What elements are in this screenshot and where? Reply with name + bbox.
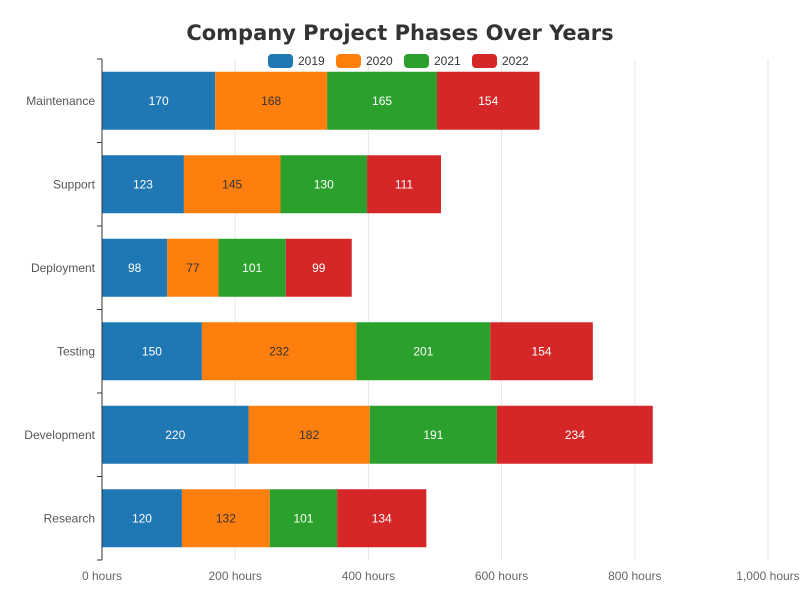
bar-segment xyxy=(356,322,491,381)
category-label: Deployment xyxy=(31,261,96,275)
bar-value-label: 130 xyxy=(314,177,334,191)
bar-segment xyxy=(102,238,168,297)
legend-label[interactable]: 2022 xyxy=(502,54,529,68)
legend-swatch[interactable] xyxy=(336,54,361,68)
bar-segment xyxy=(337,489,427,548)
legend-swatch[interactable] xyxy=(404,54,429,68)
bar-value-label: 201 xyxy=(413,344,433,358)
category-label: Maintenance xyxy=(26,94,95,108)
bar-value-label: 99 xyxy=(312,261,326,275)
bar-segment xyxy=(285,238,352,297)
bar-segment xyxy=(218,238,286,297)
bar-value-label: 170 xyxy=(149,94,169,108)
bar-value-label: 101 xyxy=(293,511,313,525)
legend-label[interactable]: 2021 xyxy=(434,54,461,68)
legend-swatch[interactable] xyxy=(472,54,497,68)
bar-value-label: 77 xyxy=(186,261,200,275)
bar-segment xyxy=(490,322,593,381)
axes: Research Development Testing Deployment Supp… xyxy=(24,58,800,583)
bars: 120 132 101 134 220 182 191 234 150 232 201 154 98 77… xyxy=(102,71,653,548)
bar-segment xyxy=(496,405,653,464)
bar-segment xyxy=(102,322,202,381)
bar-segment xyxy=(436,71,540,130)
bar-segment xyxy=(201,322,357,381)
bar-segment xyxy=(102,405,249,464)
bar-value-label: 150 xyxy=(142,344,162,358)
legend-label[interactable]: 2019 xyxy=(298,54,325,68)
bar-segment xyxy=(102,71,216,130)
bar-value-label: 111 xyxy=(395,177,414,191)
bar-value-label: 98 xyxy=(128,261,142,275)
bar-segment xyxy=(102,489,182,548)
x-tick-label: 1,000 hours xyxy=(736,569,799,583)
x-tick-label: 200 hours xyxy=(209,569,262,583)
x-tick-label: 400 hours xyxy=(342,569,395,583)
category-label: Testing xyxy=(57,344,95,358)
x-tick-label: 600 hours xyxy=(475,569,528,583)
bar-value-label: 154 xyxy=(478,94,498,108)
bar-segment xyxy=(215,71,328,130)
bar-segment xyxy=(269,489,338,548)
category-label: Development xyxy=(24,428,95,442)
bar-value-label: 232 xyxy=(269,344,289,358)
bar-value-label: 191 xyxy=(423,428,443,442)
bar-value-label: 182 xyxy=(299,428,319,442)
category-label: Support xyxy=(53,177,96,191)
chart-title: Company Project Phases Over Years xyxy=(186,21,613,45)
legend: 2019 2020 2021 2022 xyxy=(268,54,529,68)
category-label: Research xyxy=(44,511,95,525)
bar-segment xyxy=(280,155,368,214)
legend-swatch[interactable] xyxy=(268,54,293,68)
x-tick-label: 0 hours xyxy=(82,569,122,583)
bar-value-label: 123 xyxy=(133,177,153,191)
bar-segment xyxy=(327,71,437,130)
x-tick-label: 800 hours xyxy=(608,569,661,583)
bar-value-label: 165 xyxy=(372,94,392,108)
bar-segment xyxy=(181,489,270,548)
bar-value-label: 145 xyxy=(222,177,242,191)
grid-lines xyxy=(101,59,769,560)
bar-segment xyxy=(369,405,497,464)
bar-value-label: 134 xyxy=(372,511,392,525)
bar-segment xyxy=(248,405,370,464)
bar-segment xyxy=(367,155,441,214)
bar-segment xyxy=(183,155,281,214)
bar-value-label: 154 xyxy=(532,344,552,358)
bar-value-label: 234 xyxy=(565,428,585,442)
bar-value-label: 168 xyxy=(261,94,281,108)
bar-segment xyxy=(167,238,219,297)
bar-value-label: 101 xyxy=(242,261,262,275)
bar-value-label: 220 xyxy=(165,428,185,442)
bar-segment xyxy=(102,155,184,214)
legend-label[interactable]: 2020 xyxy=(366,54,393,68)
bar-value-label: 120 xyxy=(132,511,152,525)
bar-value-label: 132 xyxy=(216,511,236,525)
